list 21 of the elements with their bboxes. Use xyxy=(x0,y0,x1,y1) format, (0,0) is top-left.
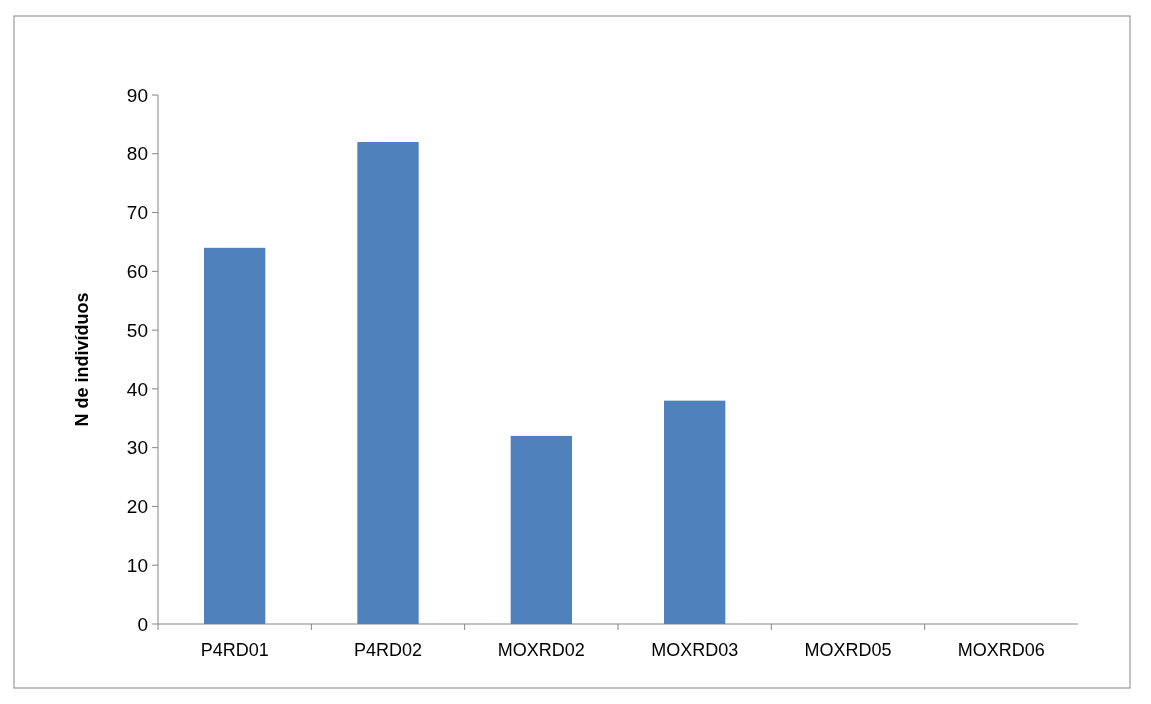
y-tick-label: 40 xyxy=(126,378,148,400)
x-tick-label: MOXRD03 xyxy=(651,640,739,660)
x-tick-label: MOXRD02 xyxy=(497,640,585,660)
x-tick-label: MOXRD06 xyxy=(957,640,1045,660)
bar xyxy=(204,247,266,624)
y-tick-label: 70 xyxy=(126,202,148,224)
bar xyxy=(357,142,419,624)
y-tick-label: 80 xyxy=(126,143,148,165)
y-axis-title: N de indivíduos xyxy=(72,292,92,427)
y-tick-label: 50 xyxy=(126,319,148,341)
y-tick-label: 0 xyxy=(137,613,148,635)
x-tick-label: MOXRD05 xyxy=(804,640,892,660)
bar xyxy=(510,435,572,624)
y-tick-label: 20 xyxy=(126,496,148,518)
y-tick-label: 60 xyxy=(126,260,148,282)
y-tick-label: 30 xyxy=(126,437,148,459)
x-tick-label: P4RD02 xyxy=(353,640,423,660)
y-tick-label: 90 xyxy=(126,84,148,106)
bar xyxy=(664,400,726,624)
x-tick-label: P4RD01 xyxy=(200,640,269,660)
y-tick-label: 10 xyxy=(126,554,148,576)
